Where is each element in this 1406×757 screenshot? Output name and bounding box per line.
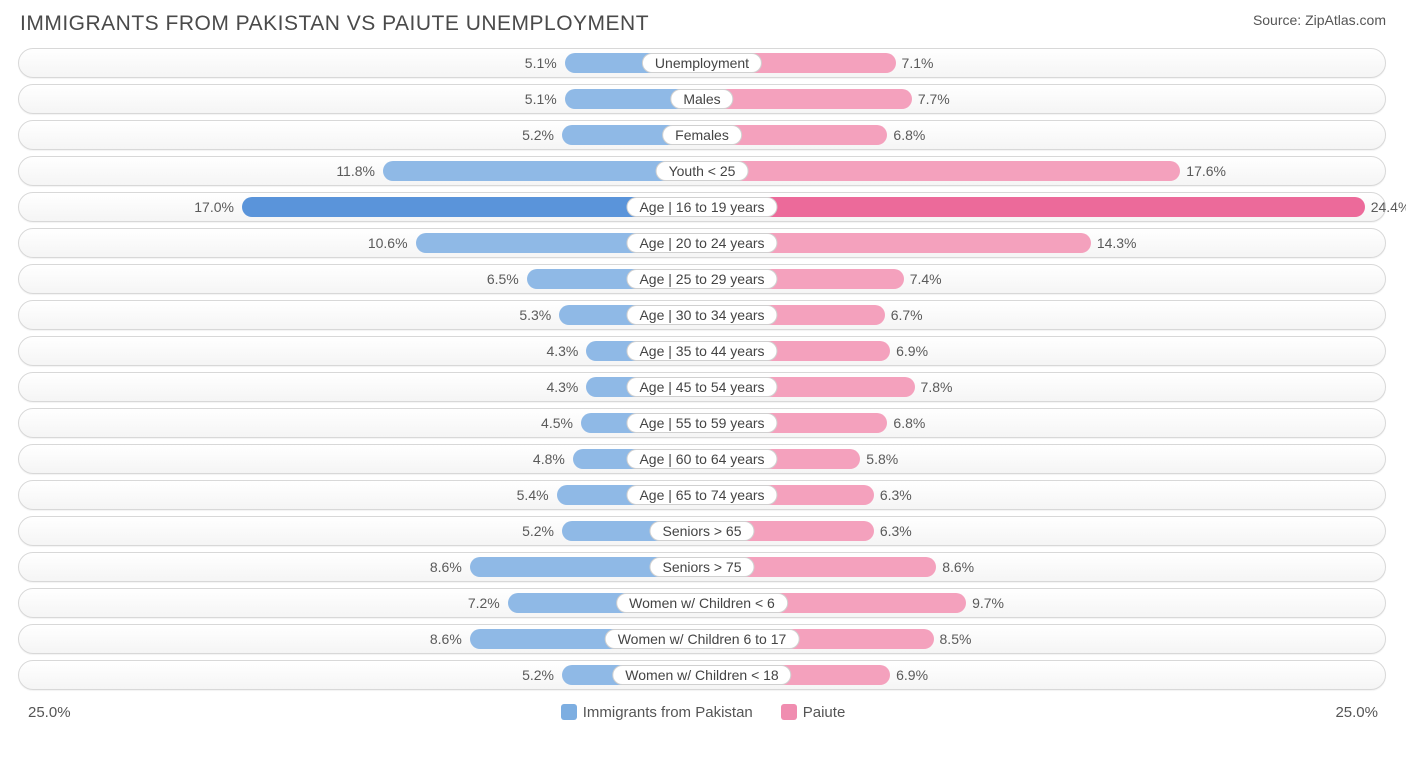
value-label-right: 8.5%: [940, 629, 972, 649]
value-label-left: 4.3%: [546, 341, 578, 361]
chart-row: 4.3% 7.8% Age | 45 to 54 years: [18, 372, 1386, 402]
category-pill: Males: [670, 89, 733, 109]
chart-row: 5.1% 7.7% Males: [18, 84, 1386, 114]
legend-item-right: Paiute: [781, 704, 846, 721]
category-pill: Age | 30 to 34 years: [626, 305, 777, 325]
category-pill: Age | 65 to 74 years: [626, 485, 777, 505]
value-label-left: 17.0%: [194, 197, 234, 217]
bar-right: [703, 197, 1365, 217]
legend: Immigrants from Pakistan Paiute: [561, 704, 846, 721]
value-label-left: 5.4%: [517, 485, 549, 505]
value-label-right: 6.7%: [891, 305, 923, 325]
bar-right: [703, 89, 912, 109]
chart-row: 5.2% 6.8% Females: [18, 120, 1386, 150]
category-pill: Women w/ Children 6 to 17: [605, 629, 800, 649]
source-attribution: Source: ZipAtlas.com: [1253, 12, 1386, 28]
legend-item-left: Immigrants from Pakistan: [561, 704, 753, 721]
value-label-left: 5.2%: [522, 521, 554, 541]
value-label-right: 7.8%: [921, 377, 953, 397]
source-link[interactable]: ZipAtlas.com: [1305, 12, 1386, 28]
category-pill: Age | 45 to 54 years: [626, 377, 777, 397]
value-label-left: 8.6%: [430, 557, 462, 577]
chart-footer: 25.0% Immigrants from Pakistan Paiute 25…: [0, 698, 1406, 726]
value-label-left: 5.1%: [525, 89, 557, 109]
chart-title: IMMIGRANTS FROM PAKISTAN VS PAIUTE UNEMP…: [20, 12, 649, 36]
chart-row: 7.2% 9.7% Women w/ Children < 6: [18, 588, 1386, 618]
value-label-left: 4.5%: [541, 413, 573, 433]
chart-row: 4.8% 5.8% Age | 60 to 64 years: [18, 444, 1386, 474]
value-label-left: 11.8%: [336, 161, 375, 181]
legend-swatch-right: [781, 704, 797, 720]
value-label-left: 6.5%: [487, 269, 519, 289]
legend-swatch-left: [561, 704, 577, 720]
category-pill: Age | 16 to 19 years: [626, 197, 777, 217]
chart-row: 8.6% 8.5% Women w/ Children 6 to 17: [18, 624, 1386, 654]
value-label-right: 9.7%: [972, 593, 1004, 613]
value-label-right: 6.8%: [893, 125, 925, 145]
value-label-right: 7.7%: [918, 89, 950, 109]
value-label-right: 7.1%: [902, 53, 934, 73]
value-label-left: 10.6%: [368, 233, 408, 253]
value-label-right: 14.3%: [1097, 233, 1137, 253]
chart-row: 5.4% 6.3% Age | 65 to 74 years: [18, 480, 1386, 510]
legend-label-right: Paiute: [803, 704, 846, 721]
value-label-right: 6.8%: [893, 413, 925, 433]
value-label-left: 5.3%: [519, 305, 551, 325]
chart-row: 10.6% 14.3% Age | 20 to 24 years: [18, 228, 1386, 258]
source-prefix: Source:: [1253, 12, 1305, 28]
category-pill: Women w/ Children < 6: [616, 593, 788, 613]
category-pill: Age | 60 to 64 years: [626, 449, 777, 469]
category-pill: Age | 20 to 24 years: [626, 233, 777, 253]
value-label-right: 6.3%: [880, 521, 912, 541]
value-label-right: 7.4%: [910, 269, 942, 289]
chart-header: IMMIGRANTS FROM PAKISTAN VS PAIUTE UNEMP…: [0, 0, 1406, 44]
chart-row: 8.6% 8.6% Seniors > 75: [18, 552, 1386, 582]
axis-max-left: 25.0%: [28, 704, 71, 721]
chart-row: 5.1% 7.1% Unemployment: [18, 48, 1386, 78]
value-label-left: 5.2%: [522, 125, 554, 145]
chart-row: 17.0%24.4%Age | 16 to 19 years: [18, 192, 1386, 222]
value-label-right: 17.6%: [1186, 161, 1226, 181]
value-label-left: 4.3%: [546, 377, 578, 397]
category-pill: Women w/ Children < 18: [612, 665, 791, 685]
chart-row: 6.5% 7.4% Age | 25 to 29 years: [18, 264, 1386, 294]
chart-area: 5.1% 7.1% Unemployment 5.1% 7.7% Males 5.2% 6.8…: [0, 44, 1406, 690]
value-label-right: 24.4%: [1371, 197, 1406, 217]
value-label-left: 5.2%: [522, 665, 554, 685]
category-pill: Unemployment: [642, 53, 762, 73]
bar-right: [703, 161, 1180, 181]
chart-row: 4.3% 6.9% Age | 35 to 44 years: [18, 336, 1386, 366]
value-label-right: 6.9%: [896, 341, 928, 361]
value-label-left: 4.8%: [533, 449, 565, 469]
legend-label-left: Immigrants from Pakistan: [583, 704, 753, 721]
chart-row: 11.8% 17.6% Youth < 25: [18, 156, 1386, 186]
category-pill: Age | 25 to 29 years: [626, 269, 777, 289]
value-label-right: 5.8%: [866, 449, 898, 469]
value-label-right: 6.9%: [896, 665, 928, 685]
category-pill: Seniors > 65: [650, 521, 755, 541]
chart-row: 5.2% 6.3% Seniors > 65: [18, 516, 1386, 546]
value-label-left: 5.1%: [525, 53, 557, 73]
category-pill: Youth < 25: [656, 161, 749, 181]
chart-row: 5.2% 6.9% Women w/ Children < 18: [18, 660, 1386, 690]
category-pill: Age | 55 to 59 years: [626, 413, 777, 433]
value-label-right: 8.6%: [942, 557, 974, 577]
value-label-right: 6.3%: [880, 485, 912, 505]
axis-max-right: 25.0%: [1335, 704, 1378, 721]
category-pill: Females: [662, 125, 742, 145]
chart-row: 4.5% 6.8% Age | 55 to 59 years: [18, 408, 1386, 438]
value-label-left: 7.2%: [468, 593, 500, 613]
category-pill: Seniors > 75: [650, 557, 755, 577]
value-label-left: 8.6%: [430, 629, 462, 649]
category-pill: Age | 35 to 44 years: [626, 341, 777, 361]
chart-row: 5.3% 6.7% Age | 30 to 34 years: [18, 300, 1386, 330]
